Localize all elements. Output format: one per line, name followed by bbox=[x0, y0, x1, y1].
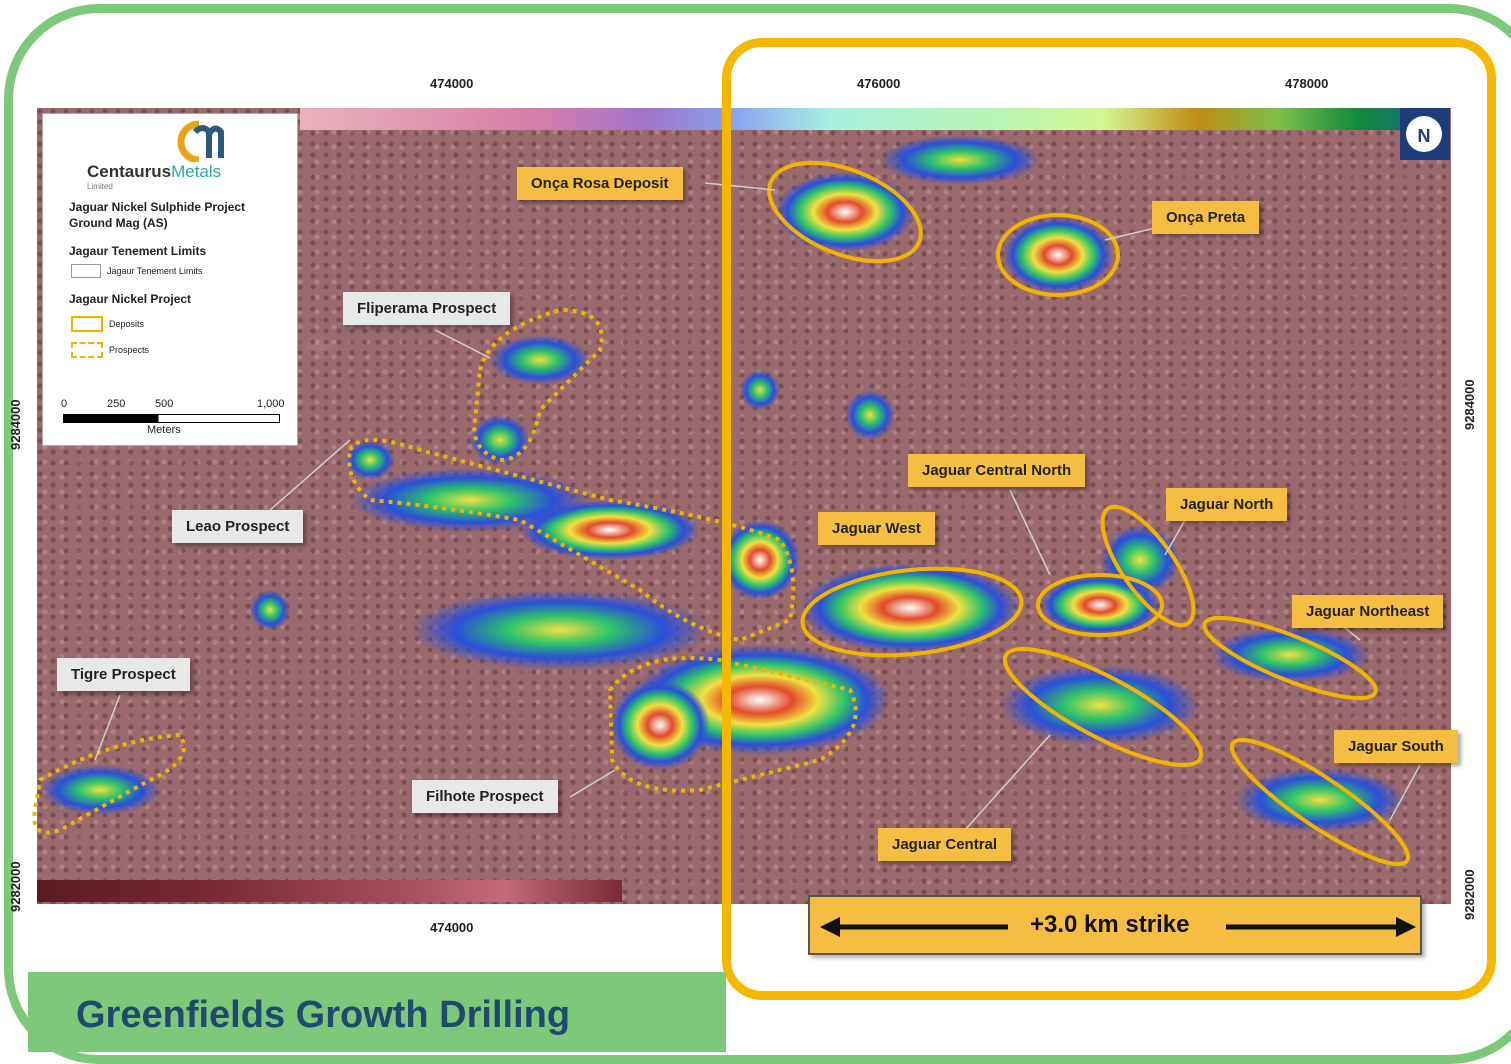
legend-deposits-item: Deposits bbox=[71, 316, 144, 332]
legend-tenement-item: Jagaur Tenement Limits bbox=[71, 264, 202, 278]
north-arrow-icon: N bbox=[1400, 108, 1450, 160]
legend-project-title: Jaguar Nickel Sulphide Project bbox=[69, 200, 246, 214]
leader-lines bbox=[94, 182, 1421, 831]
label-filhote-prospect[interactable]: Filhote Prospect bbox=[412, 780, 558, 813]
brand-name: CentaurusMetals bbox=[87, 162, 222, 181]
label-jaguar-south[interactable]: Jaguar South bbox=[1334, 730, 1458, 763]
strike-banner: +3.0 km strike bbox=[808, 895, 1422, 955]
scale-label-1000: 1,000 bbox=[257, 398, 285, 410]
legend-prospects-item: Prospects bbox=[71, 342, 149, 358]
deposit-swatch bbox=[71, 316, 103, 332]
anomalies bbox=[40, 135, 1405, 832]
label-jaguar-central[interactable]: Jaguar Central bbox=[878, 828, 1012, 861]
scale-bar-graphic bbox=[63, 414, 280, 423]
scale-label-500: 500 bbox=[155, 398, 174, 410]
scale-label-0: 0 bbox=[61, 398, 68, 410]
label-tigre-prospect[interactable]: Tigre Prospect bbox=[57, 658, 190, 691]
map-legend: CentaurusMetals Limited Jaguar Nickel Su… bbox=[42, 113, 298, 446]
label-fliperama-prospect[interactable]: Fliperama Prospect bbox=[343, 292, 511, 325]
label-jaguar-northeast[interactable]: Jaguar Northeast bbox=[1292, 595, 1444, 628]
legend-layer-title: Ground Mag (AS) bbox=[69, 216, 168, 230]
label-jaguar-central-north[interactable]: Jaguar Central North bbox=[908, 454, 1086, 487]
prospect-swatch bbox=[71, 342, 103, 358]
banner-title: Greenfields Growth Drilling bbox=[76, 994, 571, 1036]
top-tick-476000: 476000 bbox=[857, 76, 901, 91]
brand-sub: Limited bbox=[87, 182, 113, 191]
label-onca-preta[interactable]: Onça Preta bbox=[1152, 201, 1260, 234]
strike-label: +3.0 km strike bbox=[1030, 911, 1190, 938]
label-leao-prospect[interactable]: Leao Prospect bbox=[172, 510, 304, 543]
label-onca-rosa-deposit[interactable]: Onça Rosa Deposit bbox=[517, 167, 683, 200]
top-tick-474000: 474000 bbox=[430, 76, 474, 91]
top-color-strip bbox=[300, 108, 1450, 130]
bottom-color-strip bbox=[37, 880, 622, 902]
anomaly-overlay bbox=[32, 135, 1421, 866]
left-tick-9282000: 9282000 bbox=[8, 861, 23, 912]
label-jaguar-north[interactable]: Jaguar North bbox=[1166, 488, 1288, 521]
north-letter: N bbox=[1406, 116, 1442, 152]
scale-unit: Meters bbox=[147, 424, 181, 436]
label-jaguar-west[interactable]: Jaguar West bbox=[818, 512, 935, 545]
centaurus-logo-icon bbox=[177, 120, 224, 162]
scale-label-250: 250 bbox=[107, 398, 126, 410]
double-arrow-icon bbox=[820, 917, 1416, 937]
left-tick-9284000: 9284000 bbox=[8, 399, 23, 450]
top-tick-478000: 478000 bbox=[1285, 76, 1329, 91]
bottom-banner: Greenfields Growth Drilling bbox=[28, 972, 726, 1052]
tenement-swatch bbox=[71, 264, 101, 278]
legend-tenement-heading: Jagaur Tenement Limits bbox=[69, 244, 207, 258]
legend-nickel-heading: Jagaur Nickel Project bbox=[69, 292, 192, 306]
highlight-frame bbox=[722, 38, 1496, 1000]
deposit-outlines bbox=[767, 160, 1411, 866]
bottom-tick-474000: 474000 bbox=[430, 920, 474, 935]
